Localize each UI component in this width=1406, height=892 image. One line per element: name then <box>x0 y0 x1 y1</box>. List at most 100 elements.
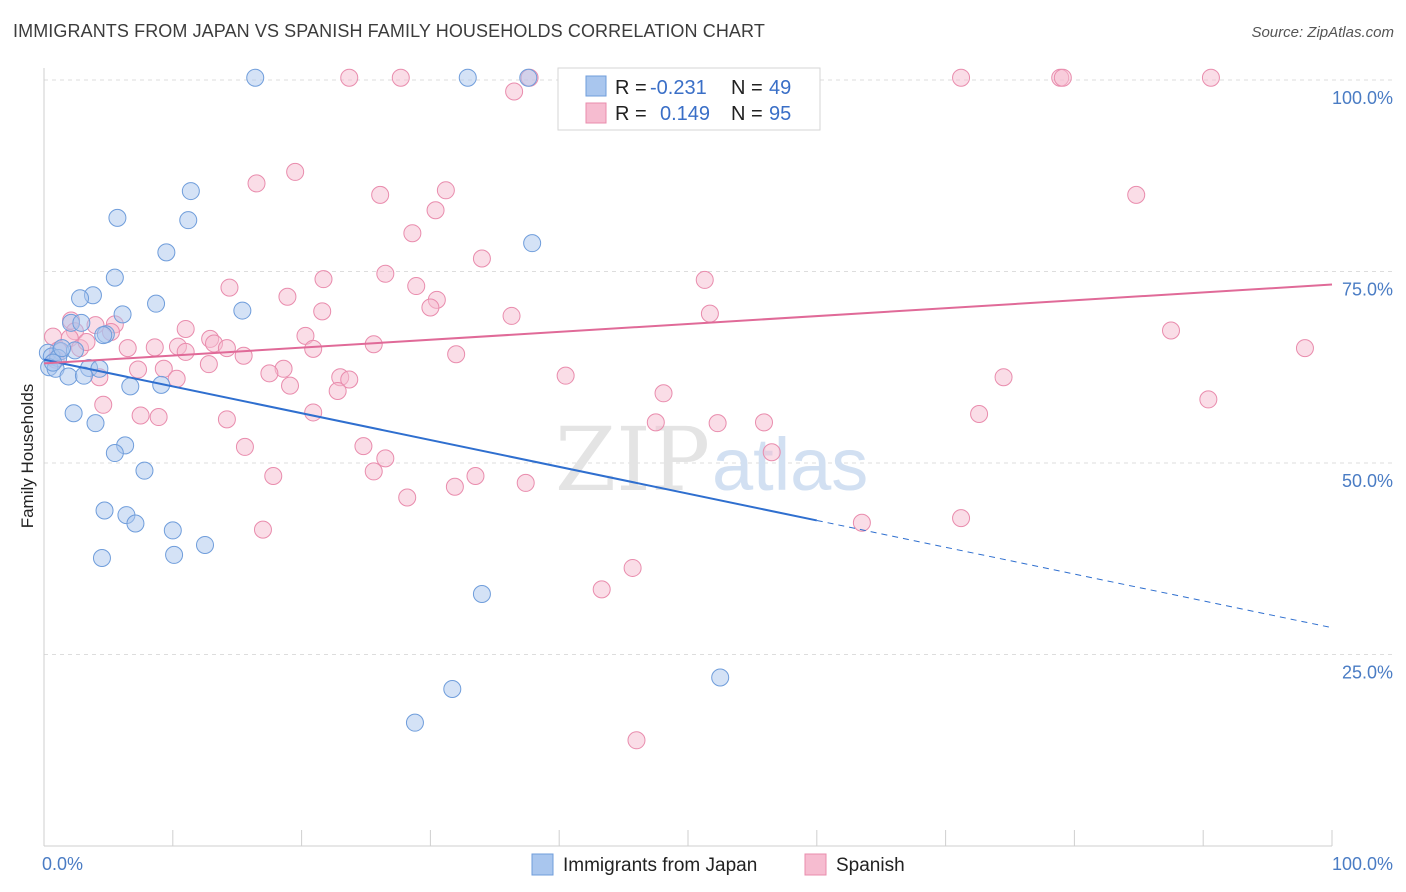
y-axis-label: Family Households <box>18 384 37 529</box>
legend-r-label-spanish: R = <box>615 103 647 125</box>
point-spanish-57 <box>260 364 279 383</box>
legend-r-label-japan: R = <box>615 77 647 99</box>
point-japan-46 <box>711 668 730 687</box>
point-spanish-38 <box>1162 321 1180 340</box>
point-spanish-92 <box>627 731 646 750</box>
point-spanish-20 <box>695 270 714 289</box>
point-spanish-15 <box>1127 185 1146 204</box>
point-spanish-84 <box>516 473 535 492</box>
point-spanish-0 <box>340 68 359 87</box>
trend-lines <box>43 283 1333 629</box>
point-japan-41 <box>165 545 184 564</box>
point-spanish-16 <box>403 224 422 243</box>
point-spanish-8 <box>505 82 524 101</box>
point-japan-34 <box>105 444 124 463</box>
point-spanish-60 <box>994 368 1013 387</box>
point-spanish-83 <box>466 467 485 486</box>
point-japan-35 <box>135 461 154 480</box>
correlation-legend: R = -0.231 N = 49 R = 0.149 N = 95 <box>557 67 821 131</box>
point-japan-3 <box>181 182 200 201</box>
point-spanish-7 <box>1201 68 1220 87</box>
point-spanish-77 <box>235 437 254 456</box>
point-spanish-70 <box>970 404 989 423</box>
point-spanish-44 <box>176 342 195 361</box>
point-spanish-11 <box>247 174 266 193</box>
point-japan-45 <box>405 713 424 732</box>
point-spanish-61 <box>167 369 186 388</box>
point-spanish-46 <box>304 339 323 358</box>
point-spanish-59 <box>556 366 575 385</box>
point-spanish-88 <box>852 513 871 532</box>
x-tick-label-min: 0.0% <box>42 854 83 874</box>
point-spanish-80 <box>376 449 395 468</box>
point-spanish-10 <box>286 162 305 181</box>
point-japan-15 <box>72 313 91 332</box>
source-credit: Source: ZipAtlas.com <box>1251 24 1394 41</box>
point-japan-13 <box>113 305 132 324</box>
point-spanish-63 <box>340 370 359 389</box>
watermark-atlas: atlas <box>712 423 868 506</box>
point-japan-40 <box>196 535 214 554</box>
point-spanish-27 <box>502 306 521 325</box>
point-spanish-71 <box>131 406 150 425</box>
point-japan-5 <box>179 211 198 230</box>
point-spanish-41 <box>217 339 236 358</box>
bottom-legend-label-japan: Immigrants from Japan <box>563 855 757 876</box>
point-japan-43 <box>472 584 491 603</box>
point-spanish-22 <box>220 278 239 297</box>
series-legend: Immigrants from Japan Spanish <box>531 853 905 876</box>
point-spanish-54 <box>129 360 148 379</box>
point-spanish-26 <box>421 298 440 317</box>
y-tick-label-75: 75.0% <box>1342 280 1393 300</box>
point-japan-10 <box>71 289 90 308</box>
point-spanish-69 <box>304 403 323 422</box>
legend-swatch-japan <box>585 75 607 97</box>
point-spanish-64 <box>281 376 300 395</box>
point-spanish-50 <box>234 346 253 365</box>
legend-r-value-japan: -0.231 <box>650 77 707 99</box>
point-spanish-68 <box>94 395 113 414</box>
point-spanish-45 <box>118 339 137 358</box>
point-spanish-85 <box>445 477 464 496</box>
point-japan-44 <box>443 679 462 698</box>
bottom-legend-label-spanish: Spanish <box>836 855 905 876</box>
point-japan-8 <box>105 268 124 287</box>
point-spanish-79 <box>762 443 781 462</box>
point-spanish-28 <box>700 304 719 323</box>
legend-n-value-japan: 49 <box>769 77 791 99</box>
trend-line-spanish <box>43 283 1333 365</box>
legend-r-value-spanish: 0.149 <box>660 103 710 125</box>
point-spanish-4 <box>952 68 971 87</box>
point-japan-7 <box>157 243 176 262</box>
point-spanish-19 <box>314 270 333 289</box>
y-axis-tick-labels: 25.0% 50.0% 75.0% 100.0% <box>1332 88 1393 683</box>
point-spanish-74 <box>646 413 665 432</box>
y-tick-label-50: 50.0% <box>1342 471 1393 491</box>
bottom-legend-swatch-japan <box>531 853 554 876</box>
point-spanish-6 <box>1053 68 1072 87</box>
point-spanish-82 <box>264 467 283 486</box>
point-spanish-90 <box>623 558 642 577</box>
x-axis-ticks <box>43 830 1333 846</box>
point-spanish-73 <box>217 410 236 429</box>
point-japan-36 <box>95 501 114 520</box>
point-spanish-17 <box>472 249 491 268</box>
point-spanish-86 <box>398 488 417 507</box>
point-spanish-75 <box>708 414 727 433</box>
point-spanish-12 <box>371 185 390 204</box>
series-japan-points <box>38 68 730 732</box>
point-spanish-65 <box>328 381 347 400</box>
legend-n-value-spanish: 95 <box>769 103 791 125</box>
point-spanish-21 <box>407 277 426 296</box>
point-japan-29 <box>121 377 140 396</box>
point-spanish-25 <box>313 302 332 321</box>
point-japan-0 <box>246 68 265 87</box>
point-spanish-32 <box>176 319 195 338</box>
point-spanish-51 <box>447 345 466 364</box>
point-japan-27 <box>59 367 78 386</box>
series-spanish-points <box>44 68 1314 750</box>
point-spanish-66 <box>654 384 673 403</box>
point-japan-47 <box>53 339 72 358</box>
trend-line-japan-extension <box>816 519 1333 629</box>
